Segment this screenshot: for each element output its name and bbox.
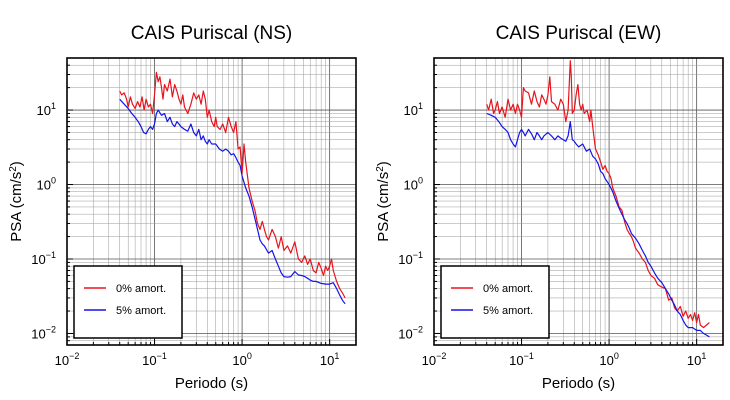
chart-panel-ew: 10−2 10−1 100 101 10−2 10−1 100 101 CAIS Purisc…: [375, 23, 724, 392]
y-axis-label-superscript: 2: [8, 166, 19, 172]
x-tick-label: 10−2: [55, 351, 80, 368]
legend: 0% amort. 5% amort.: [73, 265, 183, 339]
x-tick-label: 101: [687, 351, 706, 368]
legend-label: 0% amort.: [116, 283, 166, 295]
y-axis-label: PSA (cm/s2): [375, 161, 393, 242]
series-line-damped: [486, 112, 710, 338]
chart-panel-ns: 10−2 10−1 100 101 10−2 10−1 100 101 CAIS Purisc…: [8, 23, 357, 392]
legend-label: 5% amort.: [116, 305, 166, 317]
y-axis-label-close: ): [375, 161, 392, 166]
chart-title: CAIS Puriscal (EW): [496, 23, 662, 44]
series-line-damped: [119, 98, 346, 305]
legend-box: [73, 265, 183, 339]
x-tick-label: 10−2: [422, 351, 447, 368]
x-tick-label: 100: [232, 351, 251, 368]
legend-label: 0% amort.: [483, 283, 533, 295]
y-tick-label: 101: [404, 101, 423, 118]
x-tick-label: 10−1: [509, 351, 534, 368]
x-axis-label: Periodo (s): [542, 375, 615, 392]
y-tick-label: 101: [37, 101, 56, 118]
x-tick-label: 100: [599, 351, 618, 368]
y-axis-label-close: ): [8, 161, 25, 166]
grid-group: [66, 57, 357, 346]
ticks-group: 10−2 10−1 100 101 10−2 10−1 100 101: [31, 57, 357, 368]
y-tick-label: 100: [404, 176, 423, 193]
x-tick-label: 10−1: [142, 351, 167, 368]
y-axis-label-main: PSA (cm/s: [8, 172, 25, 242]
x-tick-label: 101: [320, 351, 339, 368]
y-tick-label: 10−2: [31, 324, 56, 341]
y-tick-label: 100: [37, 176, 56, 193]
legend-box: [440, 265, 550, 339]
y-axis-label-superscript: 2: [375, 166, 386, 172]
series-group: [119, 71, 346, 305]
y-axis-label-main: PSA (cm/s: [375, 172, 392, 242]
series-line-undamped: [119, 71, 346, 299]
ticks-group: 10−2 10−1 100 101 10−2 10−1 100 101: [398, 57, 724, 368]
y-tick-label: 10−1: [31, 250, 56, 267]
y-axis-label: PSA (cm/s2): [8, 161, 26, 242]
series-group: [486, 60, 710, 338]
y-tick-label: 10−2: [398, 324, 423, 341]
y-tick-label: 10−1: [398, 250, 423, 267]
x-axis-label: Periodo (s): [175, 375, 248, 392]
legend: 0% amort. 5% amort.: [440, 265, 550, 339]
legend-label: 5% amort.: [483, 305, 533, 317]
chart-title: CAIS Puriscal (NS): [131, 23, 293, 44]
